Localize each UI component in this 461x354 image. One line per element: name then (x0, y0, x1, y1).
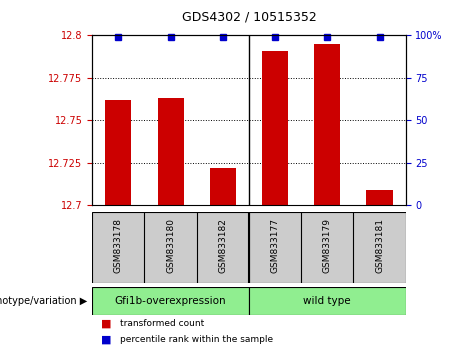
Text: GSM833177: GSM833177 (271, 218, 279, 273)
Text: GSM833181: GSM833181 (375, 218, 384, 273)
Bar (92, 287, 249, 315)
Text: wild type: wild type (303, 296, 351, 306)
Bar (158, 98, 183, 205)
Bar (249, 287, 406, 315)
Text: GSM833178: GSM833178 (114, 218, 123, 273)
Text: GSM833180: GSM833180 (166, 218, 175, 273)
Bar (366, 190, 393, 205)
Text: Gfi1b-overexpression: Gfi1b-overexpression (115, 296, 226, 306)
Text: percentile rank within the sample: percentile rank within the sample (120, 335, 273, 344)
Bar (210, 168, 236, 205)
Text: genotype/variation ▶: genotype/variation ▶ (0, 296, 88, 306)
Text: ■: ■ (101, 319, 112, 329)
Text: ■: ■ (101, 335, 112, 345)
Bar (105, 100, 131, 205)
Text: GSM833182: GSM833182 (219, 218, 227, 273)
Bar (262, 51, 288, 205)
Bar (314, 44, 340, 205)
Text: transformed count: transformed count (120, 319, 204, 329)
Text: GSM833179: GSM833179 (323, 218, 332, 273)
Text: GDS4302 / 10515352: GDS4302 / 10515352 (182, 11, 316, 24)
